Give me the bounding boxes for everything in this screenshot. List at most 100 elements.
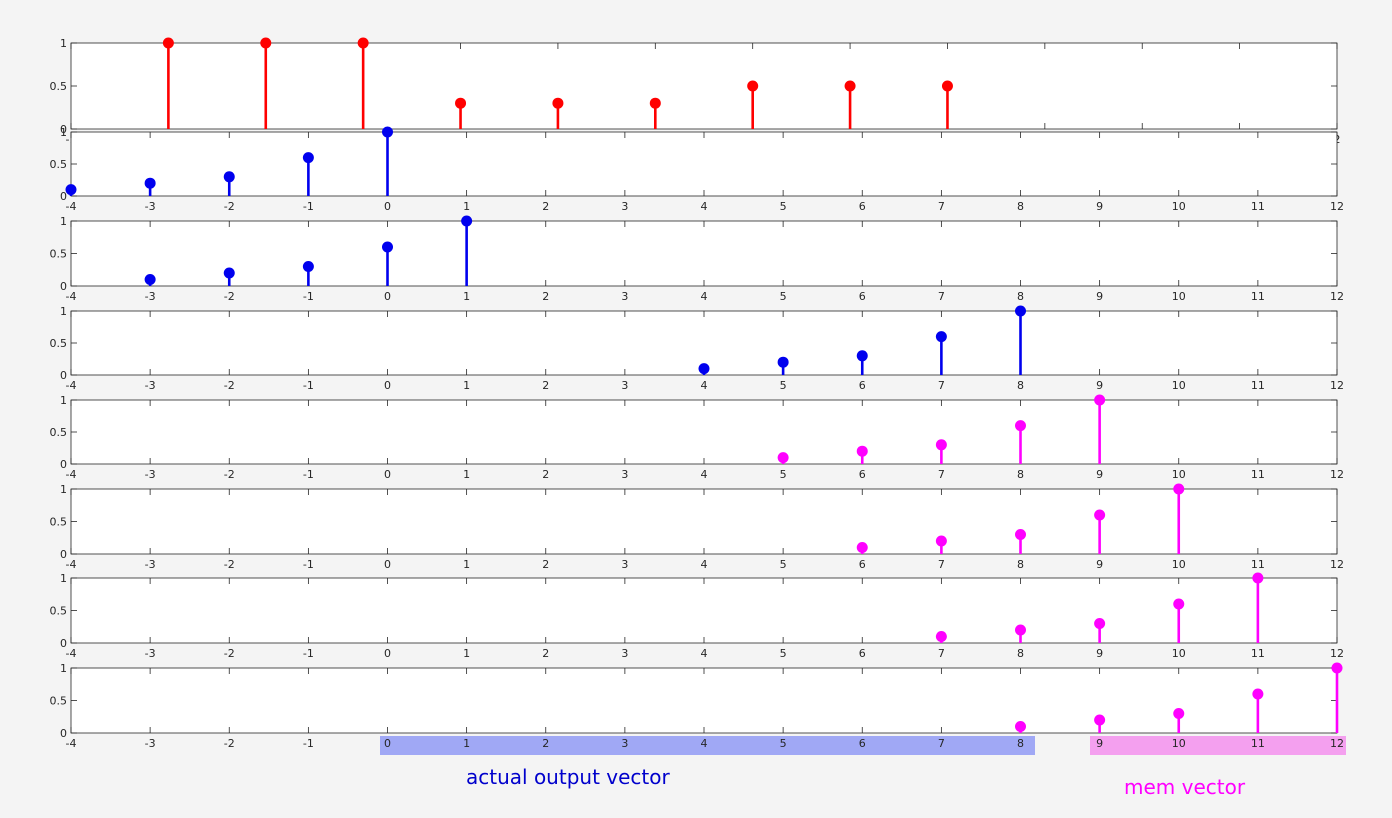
stem-marker [777,452,789,464]
x-tick-label: -2 [224,200,235,213]
stem-marker [856,542,868,553]
x-tick-label: 11 [1251,737,1265,750]
stem-marker [698,363,710,375]
x-tick-label: 9 [1096,737,1103,750]
stem-marker [935,439,947,451]
x-tick-label: 6 [859,737,866,750]
y-tick-label: 1 [60,126,67,139]
x-tick-label: 7 [938,468,945,481]
stem-marker [1252,688,1264,700]
y-tick-label: 0.5 [50,605,68,618]
y-tick-label: 0.5 [50,337,68,350]
x-tick-label: 10 [1172,468,1186,481]
x-tick-label: -3 [145,290,156,303]
axes-box-3 [70,220,1338,287]
y-tick-label: 0.5 [50,248,68,261]
x-tick-label: 1 [463,468,470,481]
x-tick-label: 6 [859,647,866,660]
stem-marker [1331,662,1343,674]
x-tick-label: 0 [384,737,391,750]
y-tick-label: 0.5 [50,426,68,439]
x-tick-label: 7 [938,200,945,213]
x-tick-label: 10 [1172,647,1186,660]
x-tick-label: 2 [542,468,549,481]
x-tick-label: -2 [224,379,235,392]
x-tick-label: 7 [938,558,945,571]
x-tick-label: 5 [780,468,787,481]
x-tick-label: -2 [224,647,235,660]
x-tick-label: 2 [542,290,549,303]
x-tick-label: -3 [145,200,156,213]
x-tick-label: 0 [384,290,391,303]
y-tick-label: 0 [60,637,67,650]
x-tick-label: 5 [780,737,787,750]
stem-marker [1094,509,1106,521]
stem-marker [1094,714,1106,726]
x-tick-label: 6 [859,379,866,392]
x-tick-label: -1 [303,737,314,750]
x-tick-label: 12 [1330,379,1344,392]
x-tick-label: 1 [463,737,470,750]
stem-marker [162,37,174,49]
x-tick-label: 12 [1330,558,1344,571]
y-tick-label: 0.5 [50,158,68,171]
x-tick-label: 12 [1330,290,1344,303]
stem-marker [777,356,789,368]
x-tick-label: 10 [1172,737,1186,750]
x-tick-label: 2 [542,558,549,571]
stem-marker [357,37,369,49]
stem-marker [935,331,947,343]
mem-vector-band [1090,736,1346,755]
x-tick-label: 8 [1017,468,1024,481]
x-tick-label: 3 [621,558,628,571]
x-tick-label: 5 [780,379,787,392]
x-tick-label: 9 [1096,379,1103,392]
stem-marker [1252,572,1264,584]
x-tick-label: 8 [1017,647,1024,660]
x-tick-label: 2 [542,200,549,213]
x-tick-label: 4 [701,468,708,481]
x-tick-label: 10 [1172,379,1186,392]
stem-marker [1173,708,1185,719]
stem-marker [260,37,272,49]
x-tick-label: 6 [859,558,866,571]
x-tick-label: 5 [780,647,787,660]
x-tick-label: 0 [384,468,391,481]
x-tick-label: -1 [303,379,314,392]
x-tick-label: -2 [224,737,235,750]
axes-box-6 [70,488,1338,555]
stem-marker [144,177,156,189]
x-tick-label: 0 [384,200,391,213]
axes-box-2 [70,131,1338,197]
x-tick-label: -3 [145,558,156,571]
x-tick-label: 1 [463,200,470,213]
x-tick-label: 9 [1096,647,1103,660]
y-tick-label: 1 [60,662,67,675]
x-tick-label: -3 [145,468,156,481]
x-tick-label: 4 [701,558,708,571]
stem-marker [935,631,947,642]
x-tick-label: 3 [621,200,628,213]
y-tick-label: 0.5 [50,516,68,529]
x-tick-label: 6 [859,200,866,213]
x-tick-label: 7 [938,737,945,750]
x-tick-label: 11 [1251,558,1265,571]
x-tick-label: 11 [1251,290,1265,303]
x-tick-label: -4 [66,379,77,392]
x-tick-label: 8 [1017,558,1024,571]
y-tick-label: 0 [60,548,67,561]
stem-marker [935,535,947,547]
x-tick-label: 4 [701,200,708,213]
x-tick-label: 12 [1330,200,1344,213]
axes-box-7 [70,577,1338,644]
x-tick-label: 2 [542,379,549,392]
x-tick-label: -4 [66,200,77,213]
x-tick-label: -4 [66,737,77,750]
x-tick-label: 3 [621,737,628,750]
y-tick-label: 0 [60,123,67,136]
y-tick-label: 0.5 [50,80,68,93]
x-tick-label: 3 [621,468,628,481]
x-tick-label: 10 [1172,290,1186,303]
